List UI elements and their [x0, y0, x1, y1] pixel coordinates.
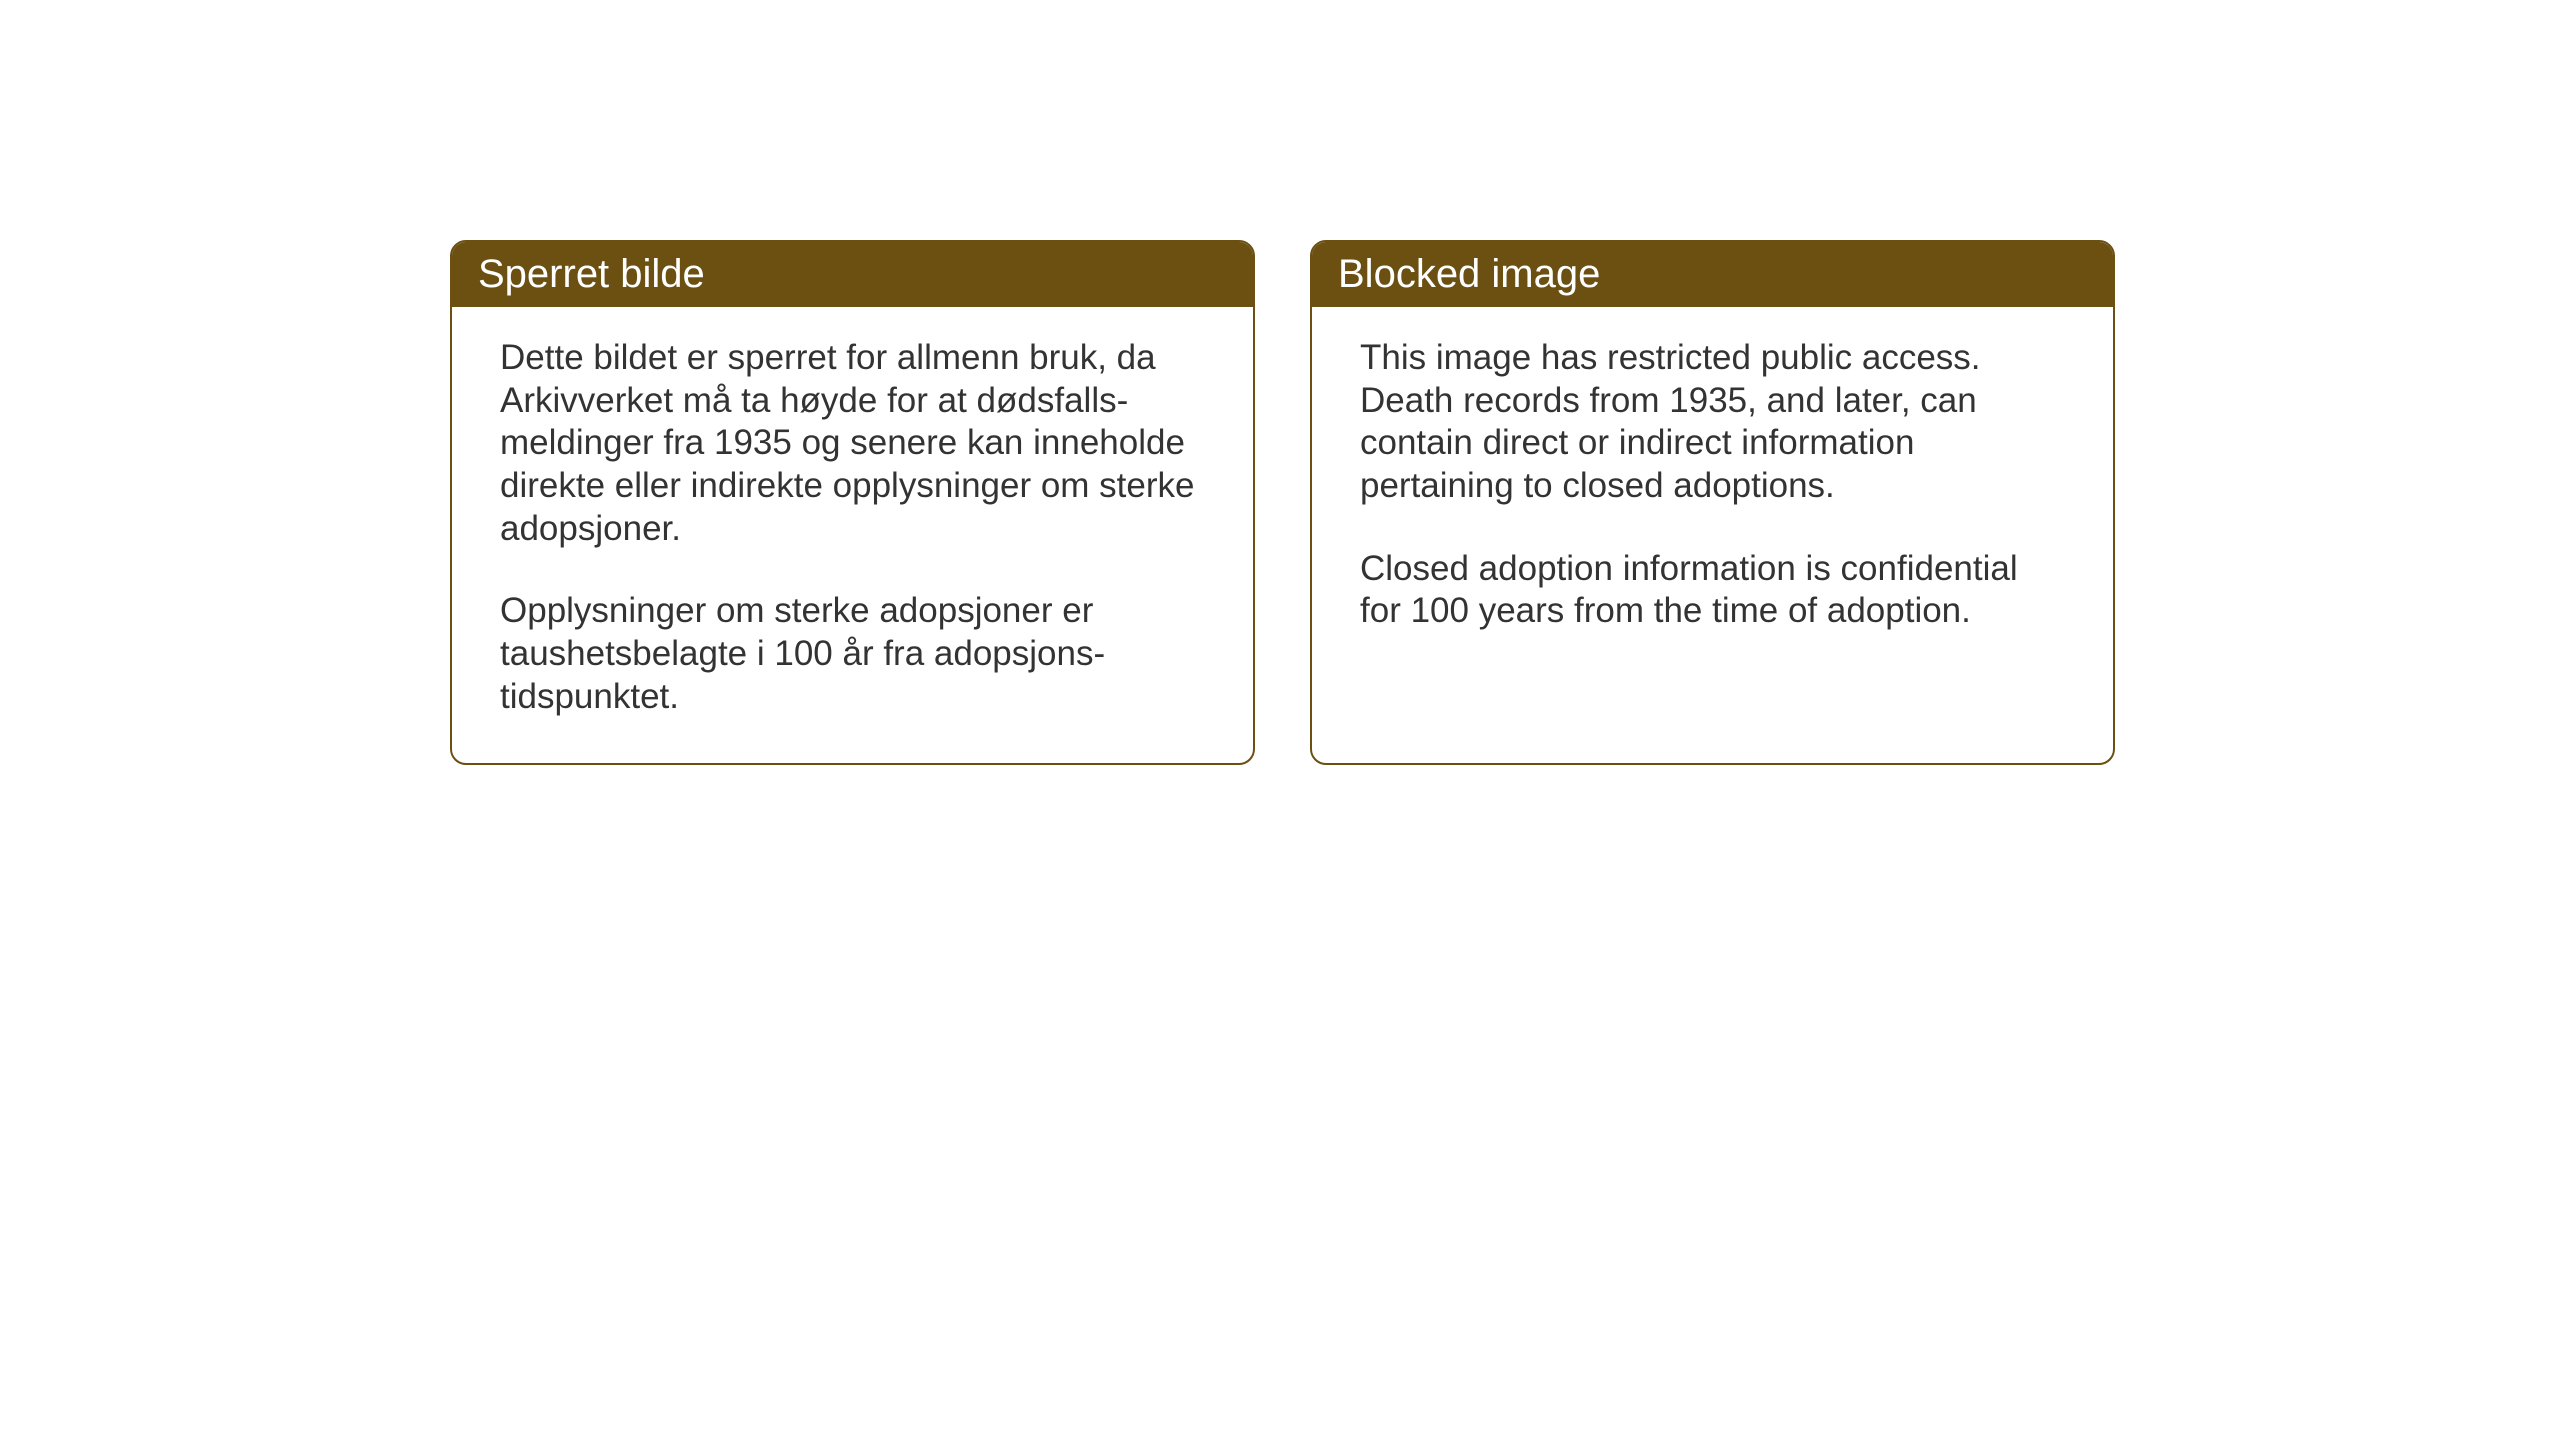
card-norwegian-paragraph2: Opplysninger om sterke adopsjoner er tau…	[500, 590, 1205, 718]
card-norwegian-body: Dette bildet er sperret for allmenn bruk…	[452, 307, 1253, 763]
card-english-paragraph1: This image has restricted public access.…	[1360, 337, 2065, 508]
card-english-body: This image has restricted public access.…	[1312, 307, 2113, 713]
card-english-paragraph2: Closed adoption information is confident…	[1360, 548, 2065, 633]
cards-container: Sperret bilde Dette bildet er sperret fo…	[450, 240, 2115, 765]
card-english-title: Blocked image	[1338, 252, 1600, 296]
card-norwegian-paragraph1: Dette bildet er sperret for allmenn bruk…	[500, 337, 1205, 550]
card-english: Blocked image This image has restricted …	[1310, 240, 2115, 765]
card-norwegian-title: Sperret bilde	[478, 252, 705, 296]
card-english-header: Blocked image	[1312, 242, 2113, 307]
card-norwegian-header: Sperret bilde	[452, 242, 1253, 307]
card-norwegian: Sperret bilde Dette bildet er sperret fo…	[450, 240, 1255, 765]
